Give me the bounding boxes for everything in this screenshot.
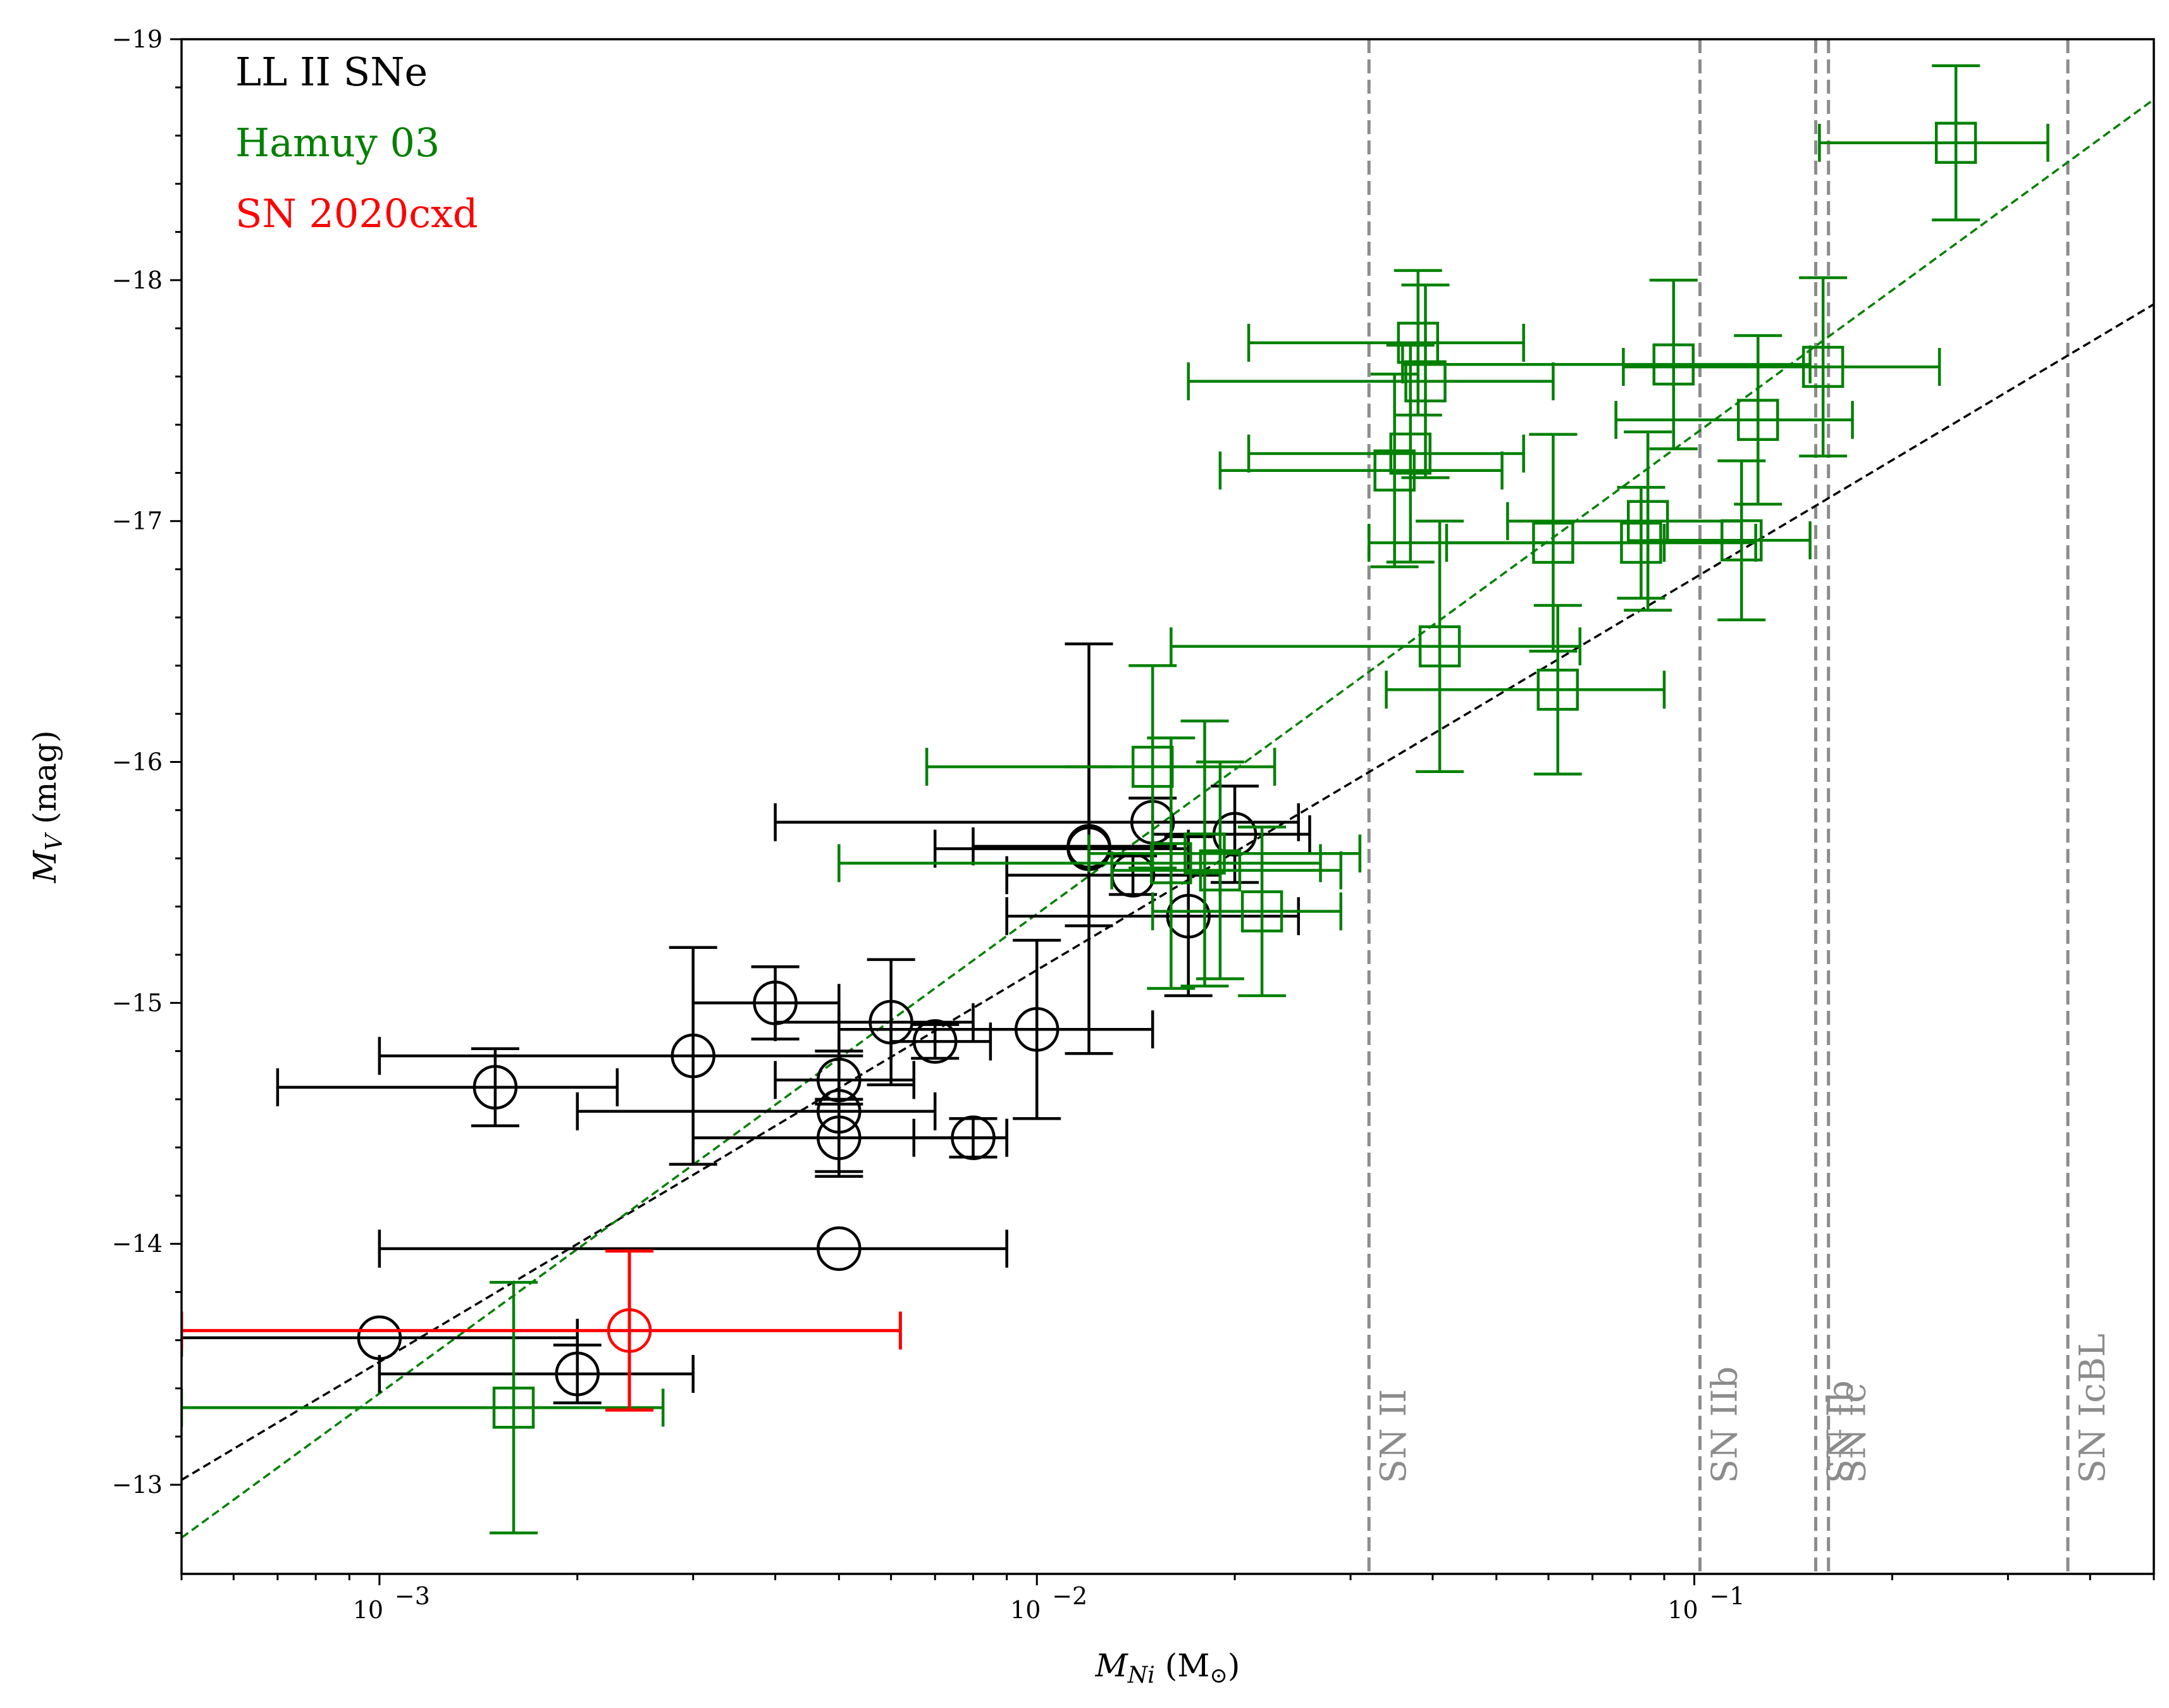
point-1-9 xyxy=(1187,283,1555,480)
marker-square xyxy=(1418,625,1461,667)
marker-square xyxy=(1199,849,1242,892)
y-axis-title: MV (mag) xyxy=(27,730,68,883)
legend-entry-0: LL II SNe xyxy=(235,49,428,95)
point-1-6 xyxy=(1218,373,1504,569)
y-tick-label-3: −16 xyxy=(112,748,163,776)
point-1-14 xyxy=(1506,430,1743,612)
point-0-0 xyxy=(182,1315,579,1361)
marker-circle xyxy=(555,1351,600,1397)
point-1-2 xyxy=(837,736,1322,990)
point-1-3 xyxy=(1087,719,1362,987)
point-0-12 xyxy=(837,939,1154,1120)
point-1-15 xyxy=(1401,278,1812,450)
marker-square xyxy=(1934,121,1977,164)
data-points xyxy=(182,64,2049,1535)
legend: LL II SNe Hamuy 03 SN 2020cxd xyxy=(235,49,478,237)
point-1-18 xyxy=(1622,276,1941,458)
x-tick-label-2: 10 xyxy=(1667,1596,1698,1624)
marker-square xyxy=(1536,669,1579,711)
x-tick-exp-1: −2 xyxy=(1052,1582,1087,1610)
marker-square xyxy=(1183,832,1226,875)
marker-square xyxy=(1620,521,1662,564)
marker-square xyxy=(1737,399,1779,441)
point-0-6 xyxy=(774,1054,916,1106)
point-0-10 xyxy=(889,1019,992,1064)
x-tick-exp-2: −1 xyxy=(1710,1582,1745,1610)
y-tick-label-6: −19 xyxy=(112,25,163,53)
x-tick-label-0: 10 xyxy=(353,1596,383,1624)
marker-circle xyxy=(951,1115,996,1160)
point-0-11 xyxy=(912,1115,1008,1160)
marker-square xyxy=(1404,360,1447,403)
y-tick-label-0: −13 xyxy=(112,1471,163,1499)
marker-circle xyxy=(473,1065,518,1110)
marker-square xyxy=(1240,890,1283,932)
point-1-17 xyxy=(1614,334,1854,506)
point-0-5 xyxy=(691,965,841,1041)
marker-circle xyxy=(607,1308,652,1353)
fit-line-0 xyxy=(182,303,2154,1481)
marker-square xyxy=(1150,842,1192,884)
point-1-0 xyxy=(182,1280,665,1535)
point-0-1 xyxy=(378,1343,695,1404)
marker-circle xyxy=(1166,894,1211,939)
vline-label-4: SN IcBL xyxy=(2072,1334,2113,1483)
marker-circle xyxy=(817,1115,862,1160)
marker-square xyxy=(1652,343,1695,386)
vline-label-3: SN Ic xyxy=(1833,1383,1874,1483)
marker-square xyxy=(1801,345,1845,388)
point-1-8 xyxy=(1247,269,1525,417)
y-tick-label-4: −17 xyxy=(112,507,163,535)
marker-square xyxy=(492,1386,535,1429)
point-1-4 xyxy=(1110,760,1343,981)
x-axis-title: MNi (M⊙) xyxy=(1095,1647,1240,1688)
marker-circle xyxy=(912,1019,958,1064)
point-1-5 xyxy=(1151,826,1343,998)
point-0-7 xyxy=(576,1049,937,1173)
point-1-11 xyxy=(1385,603,1666,776)
plot-frame xyxy=(180,38,2155,1575)
legend-entry-2: SN 2020cxd xyxy=(235,190,478,237)
point-2-0 xyxy=(182,1249,902,1412)
fit-lines xyxy=(182,98,2154,1539)
point-1-19 xyxy=(1818,64,2049,221)
marker-square xyxy=(1389,432,1432,475)
marker-circle xyxy=(1014,1007,1060,1052)
plot-axes: 10 −3 10 −2 10 −1 −13 −14 −15 −16 −17 −18 −19 MNi (M⊙… xyxy=(27,25,2155,1688)
legend-entry-1: Hamuy 03 xyxy=(235,120,440,166)
point-0-3 xyxy=(276,1047,619,1127)
point-1-7 xyxy=(1247,343,1525,564)
x-tick-label-1: 10 xyxy=(1010,1596,1041,1624)
point-1-1 xyxy=(925,664,1276,870)
point-0-2 xyxy=(378,1226,1008,1272)
point-1-16 xyxy=(1646,459,1812,622)
y-tick-label-1: −14 xyxy=(112,1230,163,1258)
marker-square xyxy=(1373,449,1416,492)
y-tick-label-2: −15 xyxy=(112,989,163,1017)
x-tick-exp-0: −3 xyxy=(395,1582,430,1610)
point-1-13 xyxy=(1445,486,1757,600)
y-tick-label-5: −18 xyxy=(112,266,163,294)
point-0-4 xyxy=(378,946,841,1166)
vline-label-1: SN IIb xyxy=(1704,1366,1745,1483)
vline-label-0: SN II xyxy=(1373,1389,1414,1483)
marker-square xyxy=(1720,519,1763,562)
fit-line-1 xyxy=(182,98,2154,1539)
point-1-10 xyxy=(1170,519,1582,774)
marker-circle xyxy=(817,1226,862,1272)
marker-circle xyxy=(670,1033,716,1079)
